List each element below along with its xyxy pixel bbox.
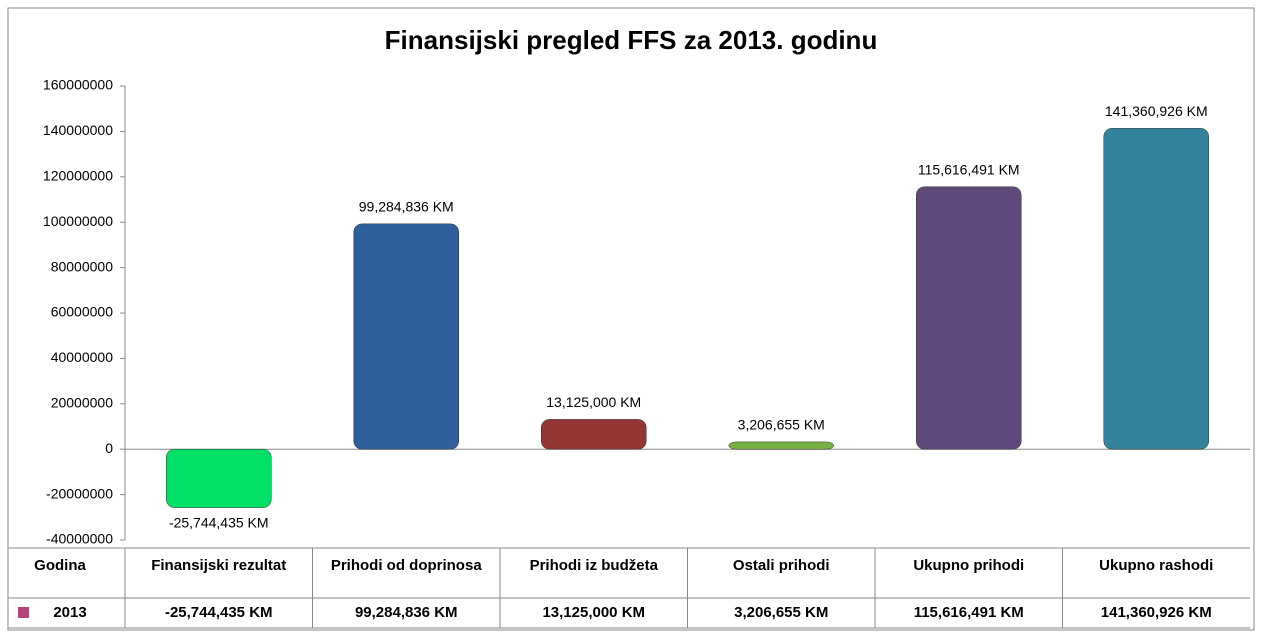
table-header: Ukupno prihodi (913, 557, 1024, 574)
y-tick-label: 60000000 (51, 304, 114, 320)
table-cell: 13,125,000 KM (542, 604, 645, 621)
table-cell: 3,206,655 KM (734, 604, 828, 621)
chart-border (7, 7, 1255, 631)
bar (353, 223, 459, 450)
table-header: Ostali prihodi (733, 557, 830, 574)
table-cell: -25,744,435 KM (165, 604, 273, 621)
y-tick-label: -40000000 (46, 531, 113, 547)
data-label: -25,744,435 KM (169, 514, 269, 530)
legend-label: 2013 (53, 604, 86, 621)
y-tick-label: 0 (105, 440, 113, 456)
legend-marker (18, 607, 29, 618)
table-header: Godina (34, 557, 86, 574)
bar (916, 186, 1022, 450)
bar (728, 441, 834, 450)
y-tick-label: 100000000 (43, 213, 113, 229)
bar (1103, 128, 1209, 450)
data-label: 115,616,491 KM (918, 161, 1020, 177)
chart-title: Finansijski pregled FFS za 2013. godinu (385, 25, 878, 55)
table-header: Finansijski rezultat (151, 557, 286, 574)
data-label: 141,360,926 KM (1105, 103, 1208, 119)
bar (541, 419, 647, 450)
table-cell: 115,616,491 KM (914, 604, 1024, 621)
data-label: 3,206,655 KM (738, 417, 825, 433)
table-header: Ukupno rashodi (1099, 557, 1213, 574)
y-tick-label: 140000000 (43, 122, 113, 138)
y-tick-label: 40000000 (51, 349, 114, 365)
table-header: Prihodi od doprinosa (331, 557, 482, 574)
data-label: 99,284,836 KM (359, 199, 454, 215)
table-cell: 99,284,836 KM (355, 604, 458, 621)
y-tick-label: 80000000 (51, 258, 114, 274)
bar (166, 448, 272, 508)
y-tick-label: 160000000 (43, 77, 113, 93)
table-cell: 141,360,926 KM (1101, 604, 1212, 621)
y-tick-label: -20000000 (46, 485, 113, 501)
y-tick-label: 20000000 (51, 395, 114, 411)
data-label: 13,125,000 KM (546, 394, 641, 410)
table-header: Prihodi iz budžeta (530, 557, 659, 574)
y-tick-label: 120000000 (43, 168, 113, 184)
